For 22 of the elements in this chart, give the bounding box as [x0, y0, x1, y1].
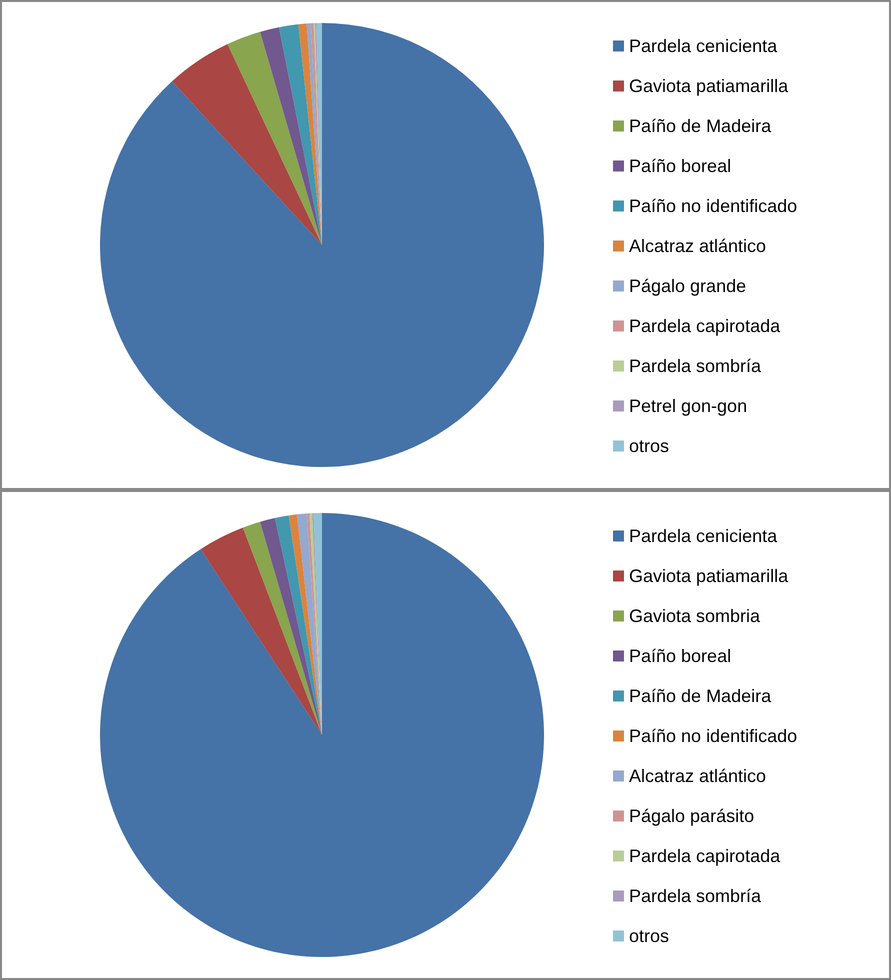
legend-label: Alcatraz atlántico [629, 766, 766, 786]
legend-label: Petrel gon-gon [629, 396, 748, 416]
legend-label: Alcatraz atlántico [629, 236, 766, 256]
legend-label: otros [629, 436, 670, 456]
legend-label: Págalo parásito [629, 806, 754, 826]
legend-label: Pardela cenicienta [629, 36, 778, 56]
legend-label: Pardela cenicienta [629, 526, 778, 546]
legend-label: Gaviota patiamarilla [629, 76, 790, 96]
legend-label: Paíño boreal [629, 646, 732, 666]
legend-label: Gaviota sombria [629, 606, 762, 626]
legend-label: Pardela capirotada [629, 316, 782, 336]
legend-label: Gaviota patiamarilla [629, 566, 790, 586]
legend-label: Pardela sombría [629, 356, 762, 376]
legend-label: Paíño de Madeira [629, 686, 772, 706]
legend-label: otros [629, 926, 670, 946]
legend-label: Paíño no identificado [629, 196, 798, 216]
legend-label: Págalo grande [629, 276, 746, 296]
legend-label: Paíño de Madeira [629, 116, 772, 136]
legend-label: Pardela sombría [629, 886, 762, 906]
legend-label: Paíño boreal [629, 156, 732, 176]
legend-label: Paíño no identificado [629, 726, 798, 746]
legend-label: Pardela capirotada [629, 846, 782, 866]
